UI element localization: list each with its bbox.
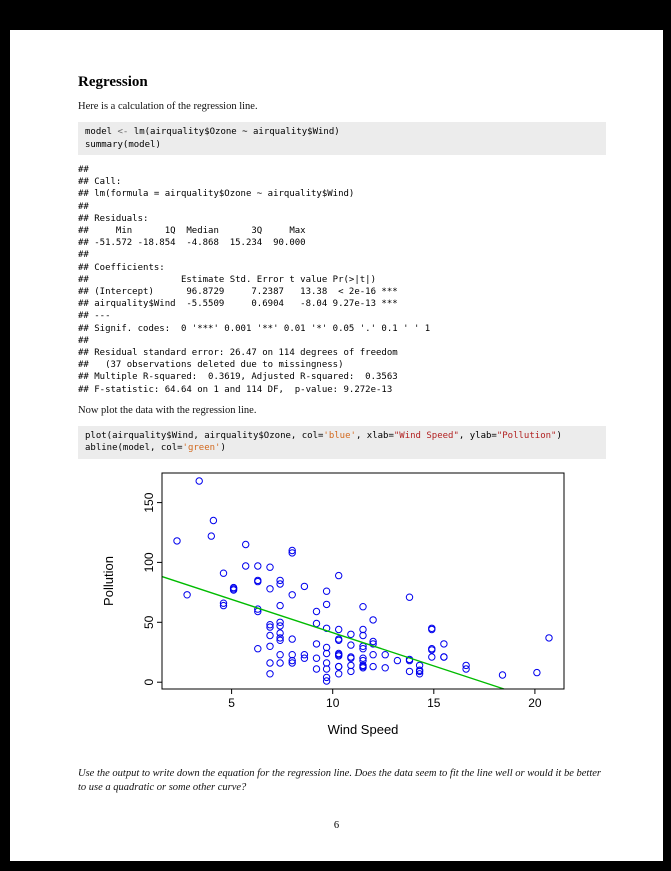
intro-paragraph: Here is a calculation of the regression … (78, 101, 258, 112)
section-heading: Regression (78, 74, 148, 90)
svg-text:0: 0 (142, 678, 156, 685)
svg-text:100: 100 (142, 552, 156, 572)
svg-text:15: 15 (427, 696, 441, 710)
plot-intro-paragraph: Now plot the data with the regression li… (78, 404, 257, 416)
r-console-output: ## ## Call: ## lm(formula = airquality$O… (78, 165, 431, 395)
exercise-question: Use the output to write down the equatio… (78, 767, 601, 794)
r-code-chunk-model: model <- lm(airquality$Ozone ~ airqualit… (78, 122, 606, 155)
document-page: Regression Here is a calculation of the … (10, 30, 663, 861)
svg-text:Pollution: Pollution (101, 556, 116, 606)
scatter-plot: 5 10 15 20 0 50 100 150 Wind Speed Pollution (101, 472, 565, 737)
svg-text:10: 10 (326, 696, 340, 710)
svg-text:5: 5 (228, 696, 235, 710)
page-number: 6 (333, 820, 340, 831)
r-code-chunk-plot: plot(airquality$Wind, airquality$Ozone, … (78, 425, 606, 459)
scatter-plot-figure: 5 10 15 20 0 50 100 150 Wind Speed Pollution (97, 468, 587, 763)
page-content: Regression Here is a calculation of the … (10, 30, 663, 796)
svg-text:150: 150 (142, 492, 156, 512)
svg-text:20: 20 (528, 696, 542, 710)
svg-text:50: 50 (142, 615, 156, 629)
svg-text:Wind Speed: Wind Speed (328, 722, 399, 737)
